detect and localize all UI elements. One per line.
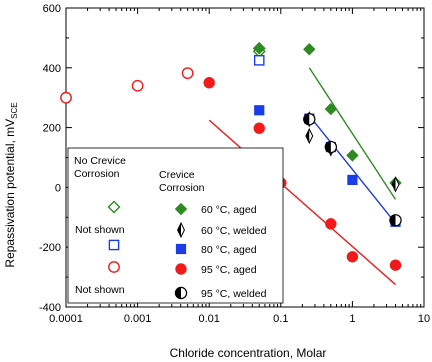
legend-label: 80 °C, aged [201,244,257,256]
legend-marker [174,286,188,300]
legend-marker-fill [175,287,181,299]
data-point [324,140,338,154]
y-tick-label: 400 [43,63,61,75]
trend-lines [208,67,397,286]
legend-header-no-crevice: No Crevice [74,155,126,167]
legend-header-crevice: Crevice [159,169,195,181]
y-tick-label: 200 [43,123,61,135]
trend-line [208,119,396,286]
legend-not-shown: Not shown [75,224,125,236]
data-point [253,122,265,134]
y-axis-label: Repassivation potential, mVSCE [3,102,19,267]
legend-box [67,147,284,304]
legend-marker [174,202,188,216]
open-data-point [253,55,265,66]
legend-open-marker [108,239,120,251]
x-axis-label: Chloride concentration, Molar [170,346,327,360]
data-point [347,174,358,186]
data-point [346,149,359,162]
data-point [203,77,215,89]
open-data-point [131,79,144,92]
legend-marker-fill [177,223,181,237]
legend-open-marker [108,261,120,273]
trend-line [308,115,397,224]
legend-marker [177,221,185,239]
trend-line [308,67,397,200]
data-point [303,43,316,56]
y-tick-label: -400 [39,302,61,314]
legend-header-crevice: Corrosion [159,182,205,194]
data-point-fill [303,113,310,125]
x-tick-label: 0.001 [124,313,152,325]
data-point [253,42,266,55]
data-points [60,41,402,271]
data-point [389,214,402,227]
legend-label: 95 °C, aged [201,264,257,276]
legend-header-no-crevice: Corrosion [74,168,120,180]
x-tick-label: 0.0001 [49,313,83,325]
y-axis-label-main: Repassivation potential, mV [3,119,17,268]
data-point [325,218,337,230]
data-point [305,127,314,145]
x-tick-label: 1 [349,313,355,325]
data-point-fill [389,214,396,226]
data-point-fill [392,177,396,192]
x-tick-label: 10 [418,313,430,325]
x-tick-label: 0.1 [273,313,288,325]
y-tick-label: 0 [55,182,61,194]
data-point-fill [325,141,331,153]
data-point [303,113,316,126]
data-point [324,102,338,116]
y-tick-label: -200 [39,242,61,254]
y-axis-label-subscript: SCE [10,102,19,118]
x-tick-label: 0.01 [198,313,219,325]
data-point-fill [305,128,310,143]
legend-label: 60 °C, welded [201,225,267,237]
legend-marker [175,243,187,255]
data-point [389,259,402,271]
open-data-point [60,91,72,104]
data-point [254,105,265,116]
legend-label: 60 °C, aged [201,204,257,216]
data-point [391,176,400,193]
legend-open-marker [107,200,121,214]
legend-marker [175,263,187,275]
legend-not-shown: Not shown [75,284,125,296]
data-point [346,251,359,263]
legend-label: 95 °C, welded [201,288,267,300]
axes: 0.0001 0.001 0.01 0.1 1 10 -400 -200 0 200 400 600 [39,3,430,325]
open-data-point [181,67,194,80]
y-tick-label: 600 [43,3,61,15]
